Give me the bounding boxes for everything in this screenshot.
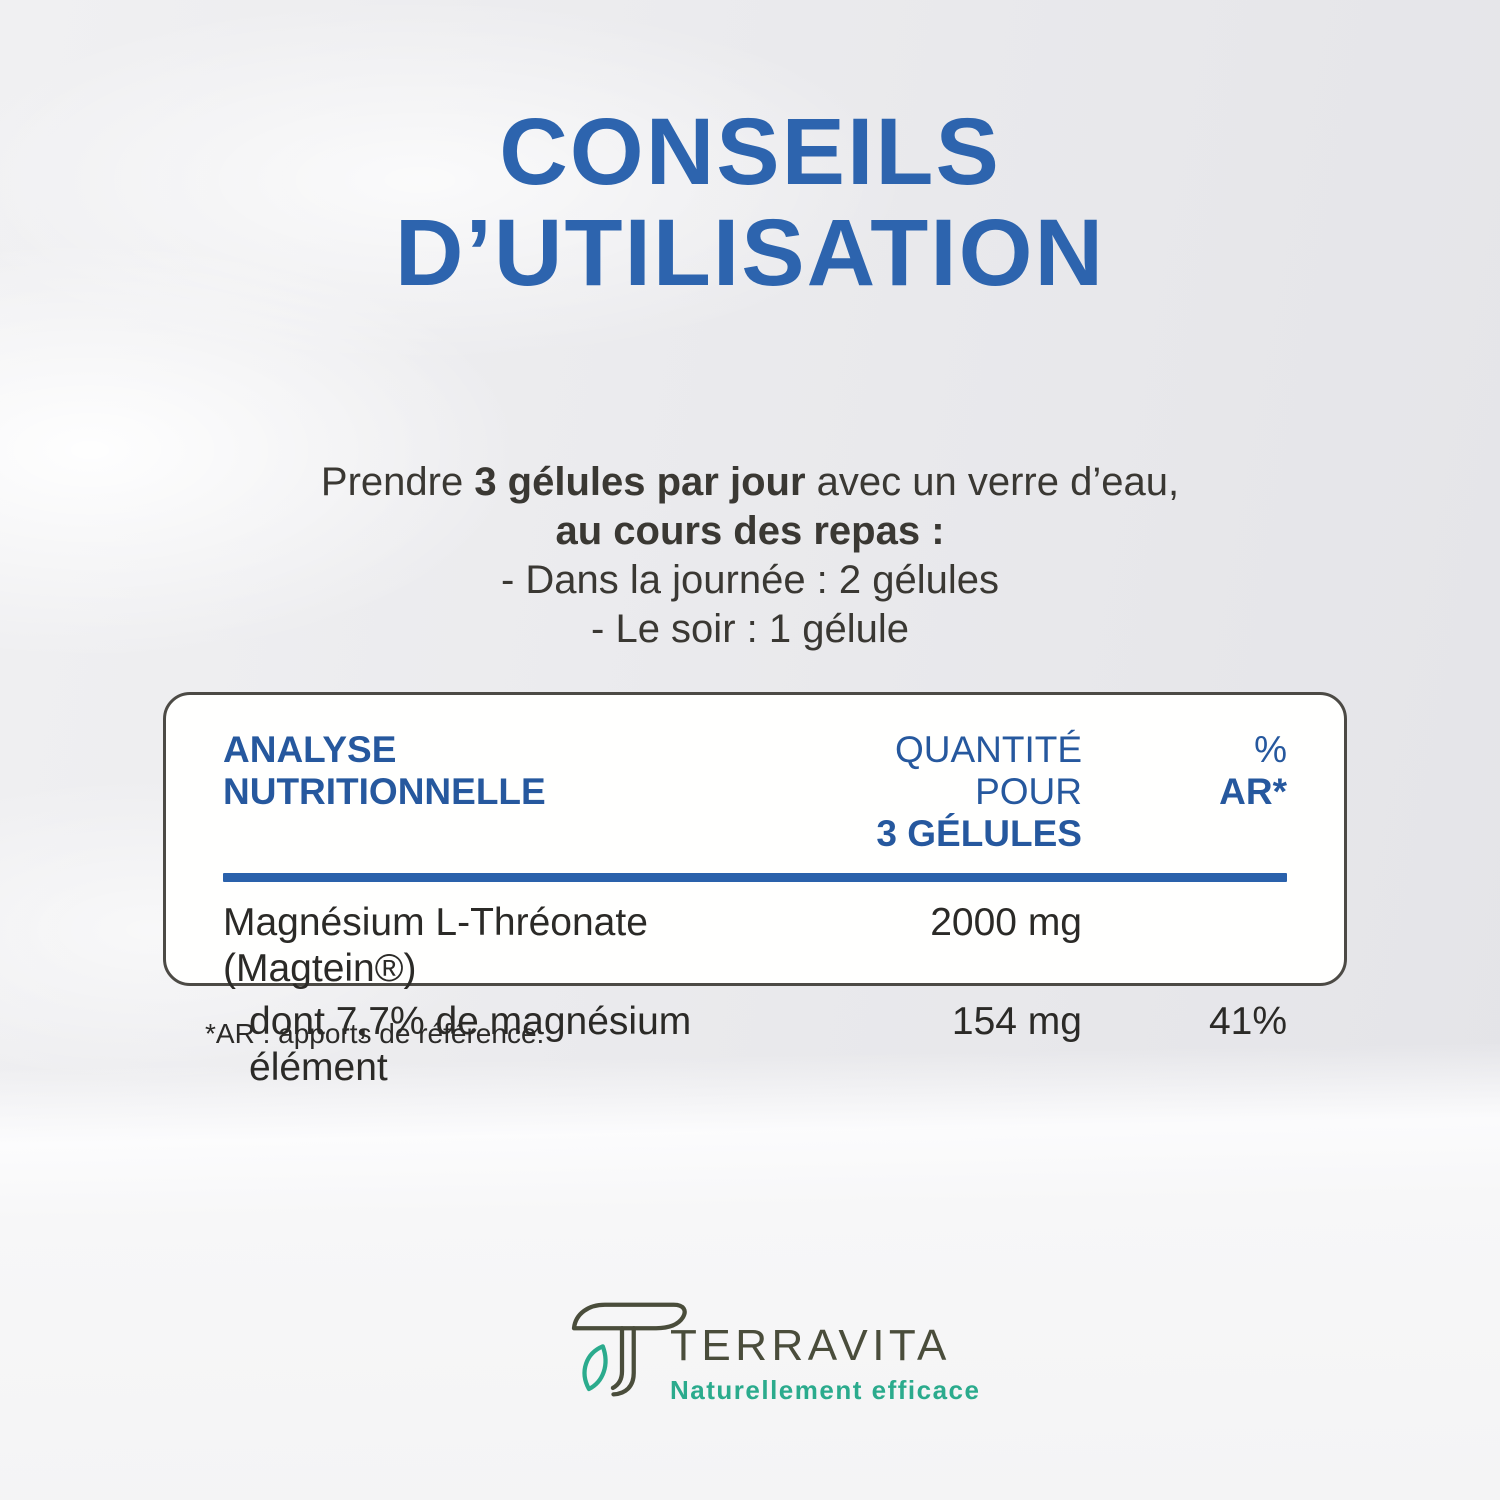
- table-row: dont 7,7% de magnésium élément 154 mg 41…: [223, 999, 1287, 1091]
- brand-logo: TERRAVITA Naturellement efficace: [568, 1293, 980, 1405]
- page-title-line1: CONSEILS: [499, 99, 1001, 205]
- brand-tagline: Naturellement efficace: [670, 1375, 981, 1405]
- usage-line-1: Prendre 3 gélules par jour avec un verre…: [0, 458, 1500, 507]
- table-row: Magnésium L-Thréonate (Magtein®) 2000 mg: [223, 900, 1287, 992]
- usage-line-1-post: avec un verre d’eau,: [805, 460, 1180, 504]
- usage-line-4: - Le soir : 1 gélule: [591, 607, 909, 651]
- header-ar-line2: AR*: [1219, 771, 1287, 812]
- ingredient-name: Magnésium L-Thréonate (Magtein®): [223, 901, 648, 990]
- usage-line-2: au cours des repas :: [555, 509, 945, 553]
- terravita-t-leaf-logo-icon: [571, 1302, 687, 1397]
- header-quantity-line1: QUANTITÉ POUR: [894, 729, 1082, 812]
- page-title-line2: D’UTILISATION: [394, 200, 1106, 306]
- usage-line-1-dosage: 3 gélules par jour: [474, 460, 806, 504]
- ingredient-name: dont 7,7% de magnésium élément: [249, 1000, 692, 1089]
- header-quantity-column: QUANTITÉ POUR 3 GÉLULES: [792, 729, 1082, 855]
- nutrition-table-header: ANALYSE NUTRITIONNELLE QUANTITÉ POUR 3 G…: [223, 729, 1287, 855]
- brand-logo-text: TERRAVITA Naturellement efficace: [670, 1324, 980, 1405]
- ingredient-ar-percent: 41%: [1208, 1000, 1287, 1043]
- header-ar-column: % AR*: [1082, 729, 1287, 813]
- header-quantity-line2: 3 GÉLULES: [876, 813, 1082, 854]
- header-ar-line1: %: [1254, 729, 1287, 770]
- header-analysis-column: ANALYSE NUTRITIONNELLE: [223, 729, 792, 813]
- nutrition-facts-card: ANALYSE NUTRITIONNELLE QUANTITÉ POUR 3 G…: [163, 692, 1347, 1089]
- header-analysis-line2: NUTRITIONNELLE: [223, 771, 546, 812]
- ingredient-quantity: 2000 mg: [930, 901, 1082, 944]
- usage-line-3: - Dans la journée : 2 gélules: [500, 558, 1000, 602]
- header-analysis-line1: ANALYSE: [223, 729, 397, 770]
- table-divider-rule: [223, 873, 1287, 882]
- brand-name: TERRAVITA: [670, 1321, 951, 1370]
- ingredient-quantity: 154 mg: [951, 1000, 1082, 1043]
- usage-line-1-pre: Prendre: [320, 460, 475, 504]
- usage-instructions: Prendre 3 gélules par jour avec un verre…: [0, 458, 1500, 654]
- footnote: *AR : apports de référence.: [205, 1018, 545, 1049]
- page-title: CONSEILS D’UTILISATION: [0, 102, 1500, 304]
